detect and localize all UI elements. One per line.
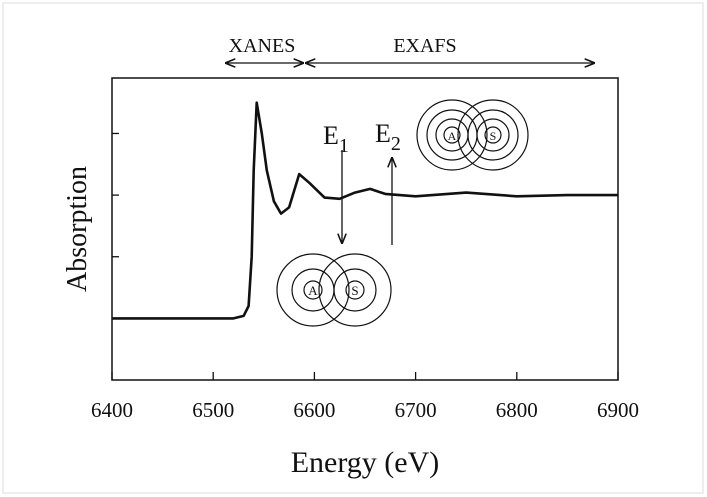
- energy-label: E2: [375, 119, 401, 155]
- plot-area: [111, 77, 619, 381]
- x-axis-label: Energy (eV): [291, 446, 440, 479]
- x-tick-label: 6500: [192, 398, 234, 422]
- x-tick-label: 6800: [496, 398, 538, 422]
- x-tick-label: 6400: [91, 398, 133, 422]
- energy-label: E1: [323, 121, 349, 157]
- atom-label: S: [351, 283, 358, 298]
- atom-label: A: [448, 129, 457, 143]
- atom-label: A: [308, 283, 318, 298]
- x-tick-label: 6700: [395, 398, 437, 422]
- x-tick-label: 6900: [597, 398, 639, 422]
- spectrum-line: [112, 101, 618, 320]
- x-tick-label: 6600: [293, 398, 335, 422]
- scattering-diagram: [276, 99, 529, 327]
- energy-symbol: E: [323, 121, 339, 150]
- energy-subscript: 1: [339, 135, 349, 157]
- atom-label: S: [490, 129, 497, 143]
- energy-subscript: 2: [391, 133, 401, 155]
- region-label: XANES: [229, 35, 296, 57]
- energy-symbol: E: [375, 119, 391, 148]
- y-axis-label: Absorption: [62, 166, 93, 292]
- region-label: EXAFS: [393, 35, 456, 57]
